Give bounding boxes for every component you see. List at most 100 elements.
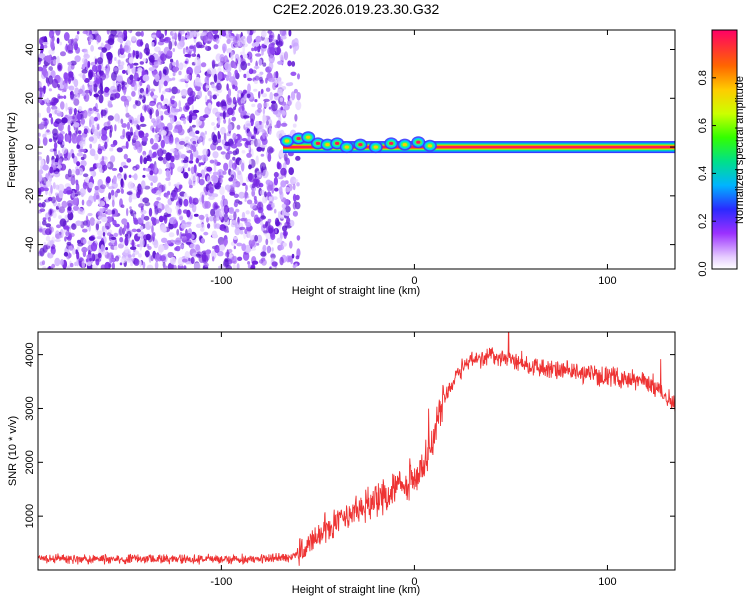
noise-speckle [174, 40, 177, 47]
noise-speckle [153, 239, 159, 249]
noise-speckle [259, 71, 264, 76]
noise-speckle [295, 100, 302, 111]
noise-speckle [142, 58, 147, 63]
noise-speckle [136, 191, 141, 199]
noise-speckle [201, 237, 205, 243]
noise-speckle [222, 110, 226, 120]
noise-speckle [94, 185, 100, 191]
noise-speckle [156, 30, 162, 39]
noise-speckle [241, 102, 245, 112]
noise-speckle [172, 128, 179, 133]
noise-speckle [267, 152, 272, 162]
noise-speckle [280, 180, 287, 188]
noise-speckle [136, 124, 140, 130]
noise-speckle [289, 240, 293, 249]
noise-speckle [220, 30, 227, 37]
noise-speckle [248, 164, 252, 170]
noise-speckle [63, 251, 69, 257]
snr-x-tick-label: 100 [598, 576, 616, 588]
noise-speckle [71, 135, 79, 144]
noise-speckle [38, 132, 41, 137]
noise-speckle [175, 245, 181, 252]
noise-speckle [130, 246, 137, 250]
noise-speckle [180, 113, 185, 119]
noise-speckle [266, 120, 269, 126]
noise-speckle [80, 135, 86, 142]
noise-speckle [254, 99, 258, 103]
noise-speckle [117, 83, 122, 93]
noise-speckle [100, 264, 106, 269]
noise-speckle [171, 38, 175, 46]
noise-speckle [56, 108, 61, 114]
noise-speckle [186, 232, 192, 240]
noise-speckle [55, 184, 60, 190]
noise-speckle [101, 251, 108, 256]
noise-speckle [230, 51, 234, 60]
noise-speckle [156, 118, 162, 129]
noise-speckle [180, 30, 185, 35]
noise-speckle [194, 66, 200, 76]
noise-speckle [48, 175, 53, 183]
noise-speckle [214, 159, 218, 165]
noise-speckle [82, 109, 88, 119]
noise-speckle [221, 139, 226, 145]
noise-speckle [168, 51, 173, 57]
noise-speckle [211, 193, 219, 198]
noise-speckle [296, 182, 300, 187]
noise-speckle [40, 121, 46, 125]
signal-point [325, 143, 330, 147]
noise-speckle [108, 263, 112, 268]
noise-speckle [146, 264, 154, 269]
noise-speckle [63, 72, 70, 82]
noise-speckle [236, 242, 243, 247]
noise-speckle [54, 239, 61, 242]
noise-speckle [292, 210, 298, 217]
noise-speckle [268, 196, 272, 201]
noise-speckle [287, 255, 293, 263]
noise-speckle [254, 41, 260, 47]
noise-speckle [153, 142, 159, 150]
noise-speckle [89, 148, 96, 156]
noise-speckle [232, 132, 237, 141]
noise-speckle [170, 99, 175, 105]
noise-speckle [187, 74, 192, 80]
noise-speckle [82, 30, 89, 35]
noise-speckle [227, 123, 233, 132]
noise-speckle [67, 206, 72, 211]
noise-speckle [261, 169, 269, 179]
colorbar-tick-label: 0.0 [697, 261, 709, 276]
noise-speckle [232, 264, 236, 269]
noise-speckle [82, 57, 86, 64]
noise-speckle [244, 190, 248, 200]
noise-speckle [167, 105, 171, 114]
noise-speckle [288, 82, 294, 86]
noise-speckle [142, 74, 150, 82]
noise-speckle [91, 65, 98, 72]
noise-speckle [97, 230, 104, 237]
noise-speckle [114, 113, 120, 122]
noise-speckle [38, 66, 43, 72]
noise-speckle [107, 55, 111, 65]
noise-speckle [273, 208, 277, 214]
noise-speckle [290, 91, 296, 101]
noise-speckle [156, 208, 162, 214]
noise-speckle [149, 138, 154, 145]
noise-speckle [65, 231, 69, 236]
snr-y-tick-label: 1000 [24, 504, 36, 528]
noise-speckle [86, 199, 92, 207]
noise-speckle [262, 62, 267, 67]
noise-speckle [149, 102, 156, 107]
noise-speckle [253, 65, 260, 69]
noise-speckle [125, 40, 131, 47]
noise-speckle [223, 162, 229, 171]
noise-speckle [57, 64, 62, 71]
noise-speckle [89, 107, 93, 112]
noise-speckle [240, 35, 247, 45]
noise-speckle [126, 76, 134, 85]
noise-speckle [219, 244, 226, 251]
noise-speckle [208, 196, 215, 201]
noise-speckle [213, 175, 219, 184]
noise-speckle [42, 266, 47, 269]
noise-speckle [39, 208, 46, 213]
noise-speckle [86, 261, 92, 267]
